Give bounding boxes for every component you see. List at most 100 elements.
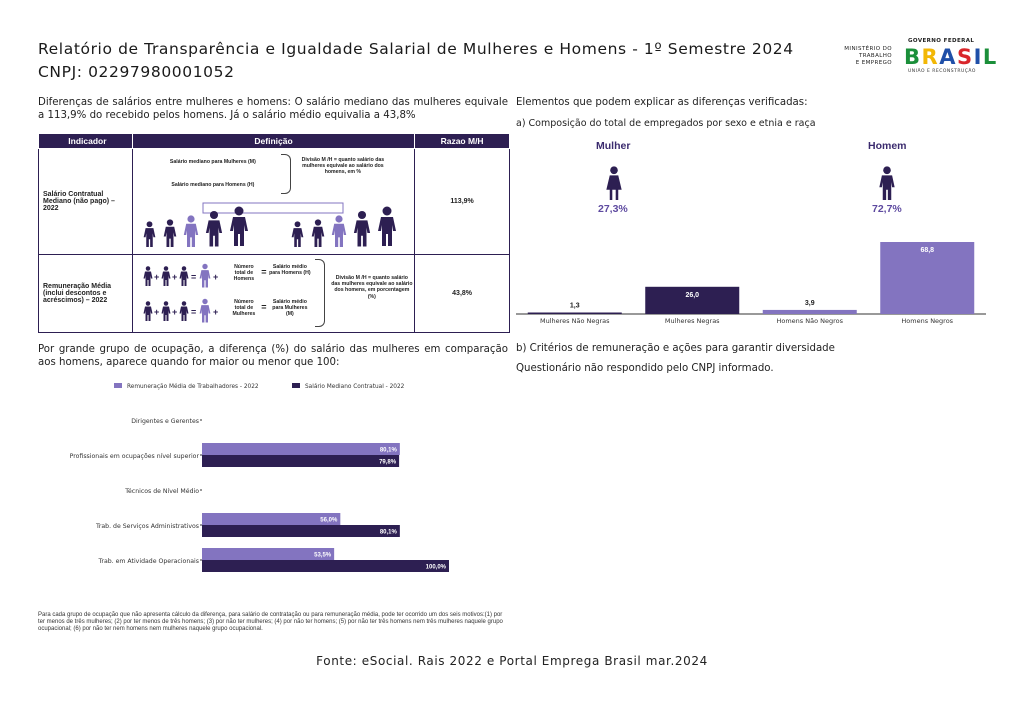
title-line-2: CNPJ: 02297980001052: [38, 63, 235, 81]
woman-icon: [606, 166, 622, 200]
person-icon: [179, 301, 189, 321]
def-division-average: Divisão M /H = quanto salário das mulher…: [331, 275, 413, 300]
occupation-intro: Por grande grupo de ocupação, a diferenç…: [38, 344, 508, 368]
person-icon: [199, 298, 211, 323]
tick-label: Homens Negros: [901, 317, 953, 325]
sum-equation-icons: + + = + + + = +: [143, 263, 218, 323]
data-label: 68,8: [920, 247, 934, 254]
data-label: 80,1%: [380, 448, 398, 454]
brace-icon: [280, 154, 291, 194]
definition-median: Salário mediano para Mulheres (M) Salári…: [131, 148, 416, 255]
indicator-average: Remuneração Média (inclui descontos e ac…: [38, 254, 133, 333]
bar: [202, 560, 449, 572]
bar: [202, 525, 400, 537]
occupation-chart: Remuneração Média de Trabalhadores - 202…: [70, 383, 449, 572]
svg-text:+: +: [154, 307, 159, 317]
avg-salary-women: Salário médio para Mulheres (M): [272, 299, 308, 318]
person-icon: [161, 266, 171, 286]
data-label: 79,8%: [379, 460, 397, 466]
definition-average: + + = + + + = + Número total de: [131, 254, 416, 333]
person-icon: [291, 221, 304, 247]
person-icon: [377, 206, 396, 246]
person-icon: [163, 219, 177, 247]
bar: [202, 548, 335, 560]
person-icon: [179, 266, 189, 286]
bar: [527, 312, 622, 314]
number-of-women: Número total de Mulheres: [232, 299, 256, 318]
ministry-label: MINISTÉRIO DO TRABALHO E EMPREGO: [844, 46, 892, 66]
person-icon: [143, 301, 153, 321]
brasil-wordmark: BRASIL: [904, 45, 998, 69]
legend-swatch: [292, 383, 300, 388]
person-icon: [143, 266, 153, 286]
header-indicator: Indicador: [38, 133, 133, 149]
tick-label: Profissionais em ocupações nível superio…: [70, 452, 200, 460]
header-ratio: Razao M/H: [414, 133, 510, 149]
ratio-median: 113,9%: [414, 148, 510, 255]
criteria-title: b) Critérios de remuneração e ações para…: [516, 343, 835, 354]
data-label: 26,0: [685, 292, 699, 299]
person-icon: [205, 210, 222, 247]
svg-text:+: +: [213, 307, 218, 317]
svg-text:=: =: [191, 272, 196, 282]
tick-label: Mulheres Negras: [665, 317, 720, 325]
tick-label: Técnicos de Nível Médio: [124, 487, 199, 495]
person-icon: [229, 206, 248, 246]
men-label: Homem: [868, 140, 907, 152]
title-line-1: Relatório de Transparência e Igualdade S…: [38, 40, 794, 58]
bar: [645, 286, 740, 314]
svg-text:+: +: [213, 272, 218, 282]
def-men-median: Salário mediano para Homens (H): [171, 182, 255, 188]
brace-icon: [314, 259, 325, 327]
person-icon: [331, 215, 347, 247]
bar: [762, 309, 857, 314]
tick-label: Dirigentes e Gerentes: [131, 418, 199, 425]
ratio-average: 43,8%: [414, 254, 510, 333]
data-label: 80,1%: [380, 530, 398, 536]
legend-label: Remuneração Média de Trabalhadores - 202…: [127, 383, 259, 390]
median-highlight-frame: [202, 202, 344, 214]
legend-label: Salário Mediano Contratual - 2022: [305, 383, 405, 390]
table-row: Salário Contratual Mediano (não pago) – …: [38, 148, 510, 255]
equals-sign: =: [261, 267, 267, 277]
equals-sign: =: [261, 302, 267, 312]
avg-salary-men: Salário médio para Homens (H): [269, 264, 311, 277]
person-icon: [143, 221, 156, 247]
tick-label: Mulheres Não Negras: [540, 317, 610, 325]
composition-chart: 1,3 Mulheres Não Negras 26,0 Mulheres Negra…: [516, 242, 986, 325]
bar: [202, 443, 400, 455]
data-label: 100,0%: [426, 565, 447, 571]
man-icon: [879, 166, 895, 200]
indicator-table: Indicador Definição Razao M/H Salário Co…: [38, 133, 510, 333]
bar: [202, 513, 341, 525]
criteria-text: Questionário não respondido pelo CNPJ in…: [516, 363, 774, 374]
tick-label: Homens Não Negros: [776, 317, 843, 325]
legend-swatch: [114, 383, 122, 388]
header-definition: Definição: [131, 133, 416, 149]
number-of-men: Número total de Homens: [233, 264, 255, 283]
government-logo: MINISTÉRIO DO TRABALHO E EMPREGO GOVERNO…: [836, 38, 996, 78]
intro-text: Diferenças de salários entre mulheres e …: [38, 97, 508, 121]
tick-label: Trab. em Atividade Operacionais: [98, 558, 199, 565]
elements-heading: Elementos que podem explicar as diferenç…: [516, 97, 808, 108]
people-icons: [143, 202, 396, 247]
women-percentage: 27,3%: [598, 203, 628, 215]
person-icon: [311, 219, 325, 247]
svg-text:+: +: [154, 272, 159, 282]
report-title: Relatório de Transparência e Igualdade S…: [38, 38, 794, 84]
def-women-median: Salário mediano para Mulheres (M): [169, 159, 256, 165]
men-percentage: 72,7%: [872, 203, 902, 215]
tagline: UNIÃO E RECONSTRUÇÃO: [908, 69, 976, 74]
person-icon: [183, 215, 199, 247]
data-label: 56,0%: [320, 518, 338, 524]
data-label: 3,9: [805, 300, 815, 307]
gov-label: GOVERNO FEDERAL: [908, 38, 975, 44]
composition-subtitle: a) Composição do total de empregados por…: [516, 118, 816, 129]
person-icon: [199, 263, 211, 288]
data-label: 53,5%: [314, 553, 332, 559]
indicator-median: Salário Contratual Mediano (não pago) – …: [38, 148, 133, 255]
bar: [202, 455, 400, 467]
bar: [880, 242, 975, 314]
data-label: 1,3: [570, 303, 580, 310]
person-icon: [353, 210, 370, 247]
